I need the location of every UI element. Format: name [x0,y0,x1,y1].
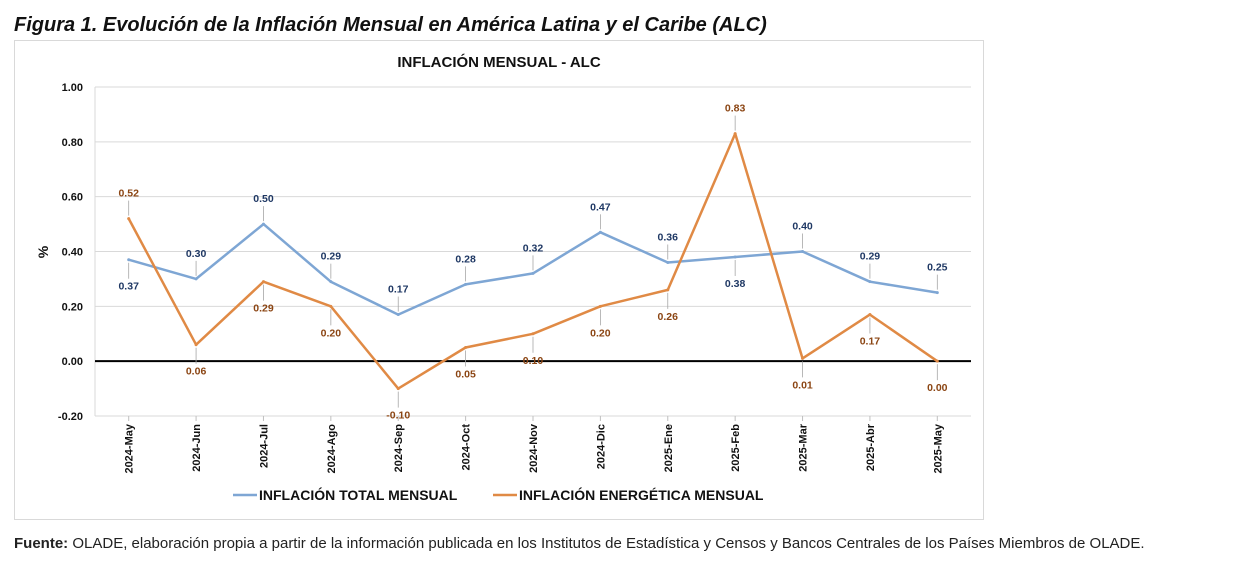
chart-frame: INFLACIÓN MENSUAL - ALC % -0.20 0.00 0.20 0… [14,40,984,520]
data-label: 0.52 [118,188,139,200]
data-point [666,288,670,292]
figure-title: Figura 1. Evolución de la Inflación Mens… [14,14,767,36]
x-tick-label: 2024-Ago [326,424,338,474]
data-label: 0.00 [927,382,948,394]
data-point [261,280,265,284]
y-tick-label: 0.80 [62,137,83,149]
data-point [531,332,535,336]
data-point [396,313,400,317]
y-tick-label: 0.40 [62,247,83,259]
data-label: 0.50 [253,193,274,205]
data-point [868,280,872,284]
source-label: Fuente: [14,535,69,552]
data-label: 0.26 [658,311,679,323]
y-tick-label: -0.20 [58,411,83,423]
data-label: 0.01 [792,379,813,391]
chart-title: INFLACIÓN MENSUAL - ALC [397,53,600,71]
data-point [801,250,805,253]
data-label: 0.20 [321,327,342,339]
data-point [531,271,535,275]
data-point [666,260,670,264]
data-label: 0.25 [927,262,948,274]
y-tick-label: 1.00 [62,82,83,94]
data-point [733,255,737,259]
data-label: 0.30 [186,248,207,260]
data-point [598,230,602,234]
x-tick-label: 2024-Jun [191,424,203,472]
data-label: 0.10 [523,355,544,367]
data-label: 0.37 [118,281,139,293]
data-label: 0.06 [186,366,207,378]
x-tick-label: 2025-Abr [865,423,877,471]
data-point [935,291,939,295]
data-point [127,217,131,221]
data-label: 0.47 [590,201,611,213]
y-axis-label: % [35,245,51,258]
legend-label-energetica: INFLACIÓN ENERGÉTICA MENSUAL [519,486,764,503]
data-label: 0.28 [455,253,476,265]
x-tick-label: 2025-Ene [663,424,675,472]
x-tick-label: 2024-Oct [461,424,473,471]
data-label: 0.29 [321,251,342,263]
data-point [261,222,265,226]
data-point [329,280,333,284]
data-point [329,304,333,308]
data-label: -0.10 [386,410,410,422]
data-label: 0.38 [725,278,746,290]
data-point [801,356,805,360]
data-point [868,313,872,317]
data-label: 0.29 [253,303,274,315]
data-point [733,132,737,136]
data-label: 0.40 [792,221,813,233]
line-chart: INFLACIÓN MENSUAL - ALC % -0.20 0.00 0.20 0… [35,53,971,503]
x-tick-label: 2025-Feb [730,424,742,472]
data-point [935,359,939,363]
x-tick-label: 2024-Jul [258,424,270,468]
data-label: 0.20 [590,327,611,339]
data-point [396,387,400,391]
legend-label-total: INFLACIÓN TOTAL MENSUAL [259,486,458,503]
data-label: 0.17 [860,336,881,348]
source-text: OLADE, elaboración propia a partir de la… [72,535,1145,552]
data-label: 0.32 [523,242,544,254]
data-point [464,345,468,349]
x-tick-label: 2025-Mar [798,423,810,471]
x-tick-label: 2024-Nov [528,423,540,473]
source-note: Fuente: OLADE, elaboración propia a part… [14,535,1145,552]
data-label: 0.29 [860,251,881,263]
data-point [464,282,468,286]
data-label: 0.36 [658,231,679,243]
data-label: 0.83 [725,103,746,115]
y-tick-label: 0.00 [62,356,83,368]
data-point [194,343,198,347]
y-tick-label: 0.20 [62,301,83,313]
x-tick-label: 2024-May [124,423,136,473]
data-point [194,277,198,281]
data-label: 0.05 [455,368,476,380]
data-point [598,304,602,308]
y-tick-label: 0.60 [62,192,83,204]
x-tick-label: 2025-May [932,423,944,473]
x-tick-label: 2024-Dic [595,424,607,469]
x-tick-label: 2024-Sep [393,424,405,473]
data-label: 0.17 [388,284,409,296]
data-point [127,258,131,262]
